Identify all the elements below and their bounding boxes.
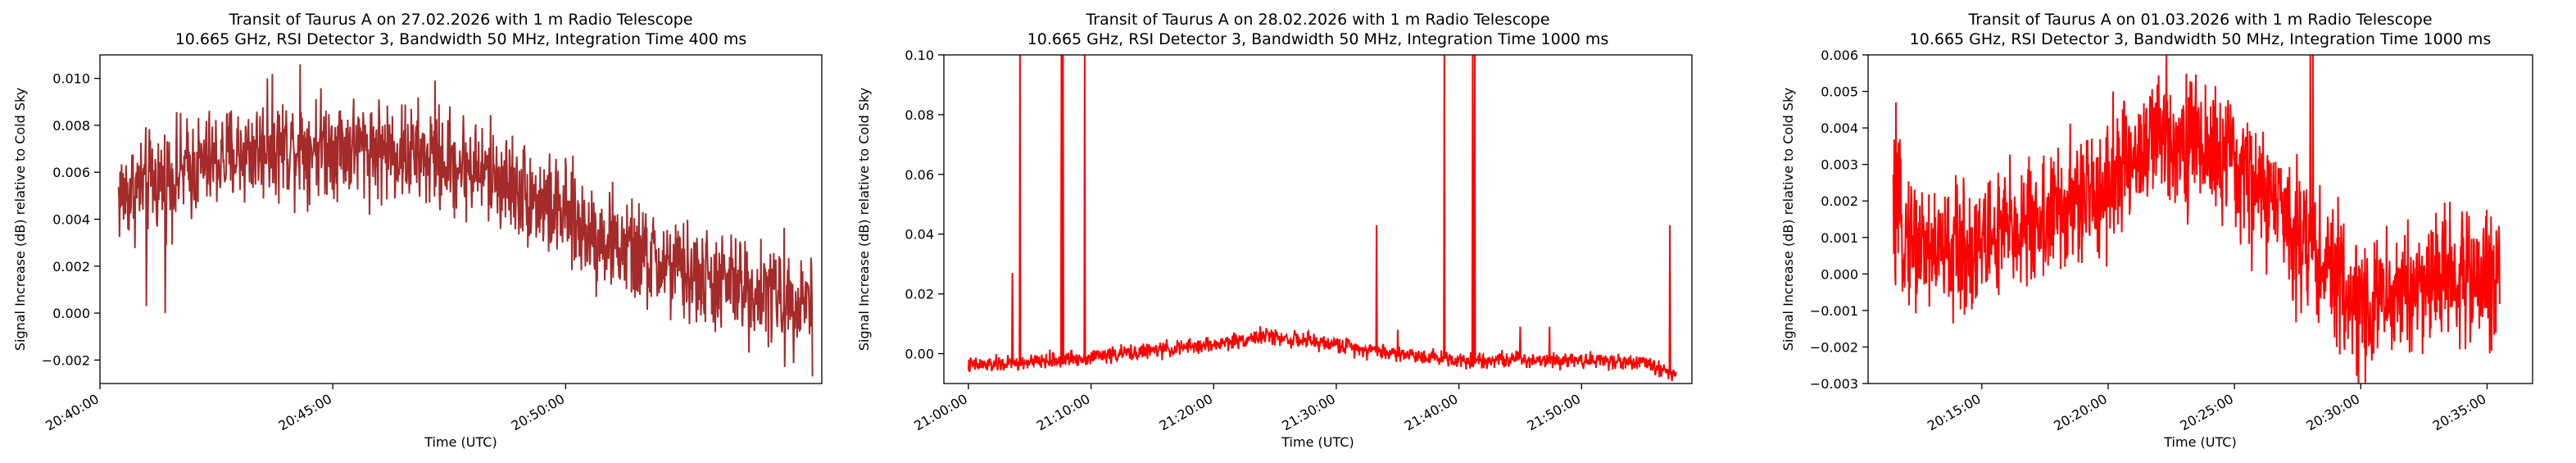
y-tick-label: −0.001 [1810,303,1858,319]
chart-title: Transit of Taurus A on 28.02.2026 with 1… [1085,11,1549,29]
x-tick-label: 20:20:00 [2051,391,2110,433]
y-tick-label: 0.08 [905,107,934,123]
x-tick-label: 21:20:00 [1157,391,1216,433]
x-tick-label: 20:45:00 [275,391,334,433]
data-line-series [1892,55,2501,384]
y-tick-label: 0.006 [52,165,90,180]
chart-title: Transit of Taurus A on 01.03.2026 with 1… [1967,11,2432,29]
chart-subtitle: 10.665 GHz, RSI Detector 3, Bandwidth 50… [1910,30,2492,48]
chart-panel-1: Transit of Taurus A on 27.02.2026 with 1… [12,11,823,450]
x-tick-label: 21:40:00 [1402,391,1461,433]
y-tick-label: 0.00 [905,347,934,362]
x-axis-label: Time (UTC) [2163,434,2236,450]
y-tick-label: 0.002 [52,259,90,275]
y-tick-label: 0.04 [905,227,934,243]
y-tick-label: 0.06 [905,167,934,183]
y-tick-label: 0.001 [1821,230,1858,246]
x-tick-label: 20:50:00 [509,391,568,433]
chart-subtitle: 10.665 GHz, RSI Detector 3, Bandwidth 50… [175,30,747,48]
x-tick-label: 21:30:00 [1279,391,1338,433]
y-tick-label: 0.000 [1821,266,1858,282]
axes-frame [943,54,1693,384]
data-line-series [967,55,1677,382]
x-tick-label: 20:25:00 [2177,391,2236,433]
y-tick-label: 0.000 [52,306,90,321]
chart-panel-2: Transit of Taurus A on 28.02.2026 with 1… [856,11,1693,450]
y-tick-label: 0.004 [1821,120,1858,136]
data-line-series [117,64,814,377]
y-tick-label: 0.006 [1821,48,1858,63]
x-tick-label: 21:50:00 [1525,391,1584,433]
y-tick-label: 0.10 [905,48,934,63]
y-tick-label: −0.002 [42,352,90,368]
y-tick-label: −0.002 [1810,339,1858,355]
y-tick-label: 0.008 [52,118,90,134]
chart-subtitle: 10.665 GHz, RSI Detector 3, Bandwidth 50… [1027,30,1609,48]
x-axis-label: Time (UTC) [1281,434,1354,450]
x-tick-label: 21:00:00 [911,391,970,433]
y-tick-label: −0.003 [1810,376,1858,392]
axes-frame [99,54,823,384]
y-tick-label: 0.003 [1821,157,1858,173]
x-axis-label: Time (UTC) [424,434,497,450]
y-axis-label: Signal Increase (dB) relative to Cold Sk… [856,88,872,351]
x-tick-label: 21:10:00 [1034,391,1093,433]
y-tick-label: 0.002 [1821,193,1858,209]
chart-panel-3: Transit of Taurus A on 01.03.2026 with 1… [1780,11,2533,450]
y-tick-label: 0.010 [52,71,90,87]
y-axis-label: Signal Increase (dB) relative to Cold Sk… [12,88,28,351]
axes-frame [1867,54,2533,384]
chart-title: Transit of Taurus A on 27.02.2026 with 1… [228,11,692,29]
x-tick-label: 20:35:00 [2430,391,2489,433]
y-tick-label: 0.004 [52,212,90,228]
y-tick-label: 0.02 [905,287,934,302]
x-tick-label: 20:40:00 [43,391,102,433]
x-tick-label: 20:15:00 [1925,391,1984,433]
y-axis-label: Signal Increase (dB) relative to Cold Sk… [1780,88,1796,351]
y-tick-label: 0.005 [1821,84,1858,100]
x-tick-label: 20:30:00 [2304,391,2363,433]
